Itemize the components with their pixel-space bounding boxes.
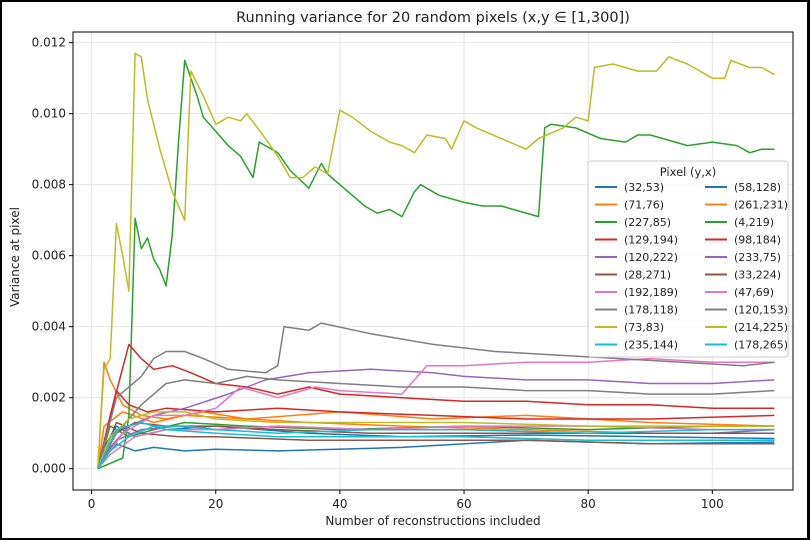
x-tick-label: 20 bbox=[208, 497, 223, 511]
legend-items: (32,53) (58,128) (71,76) (261,231) (227,85) (… bbox=[595, 181, 788, 352]
plot-area-border bbox=[72, 31, 794, 491]
legend-label: (32,53) bbox=[624, 181, 664, 194]
y-tick-label: 0.002 bbox=[32, 391, 66, 405]
legend-label: (235,144) bbox=[624, 339, 678, 352]
x-tick-label: 40 bbox=[332, 497, 347, 511]
legend-label: (120,153) bbox=[734, 304, 788, 317]
series-line bbox=[97, 421, 775, 470]
series-layer bbox=[97, 52, 775, 470]
legend: Pixel (y,x) (32,53) (58,128) (71,76) (261,2… bbox=[587, 160, 789, 358]
y-tick-label: 0.012 bbox=[32, 36, 66, 50]
series-line bbox=[97, 343, 775, 469]
x-tick-label: 100 bbox=[701, 497, 724, 511]
chart-title: Running variance for 20 random pixels (x… bbox=[236, 10, 630, 26]
series-line bbox=[97, 375, 775, 470]
y-tick-label: 0.008 bbox=[32, 178, 66, 192]
legend-label: (33,224) bbox=[734, 269, 781, 282]
x-axis-ticks: 0 20 40 60 80 100 bbox=[88, 490, 724, 511]
legend-label: (4,219) bbox=[734, 216, 774, 229]
legend-label: (192,189) bbox=[624, 286, 678, 299]
series-line bbox=[97, 425, 775, 470]
legend-label: (233,75) bbox=[734, 251, 781, 264]
legend-label: (261,231) bbox=[734, 199, 788, 212]
y-tick-label: 0.000 bbox=[32, 462, 66, 476]
legend-label: (73,83) bbox=[624, 321, 664, 334]
legend-label: (58,128) bbox=[734, 181, 781, 194]
x-tick-label: 60 bbox=[456, 497, 471, 511]
y-tick-label: 0.004 bbox=[32, 320, 66, 334]
series-line bbox=[97, 389, 775, 469]
series-line bbox=[97, 425, 775, 470]
legend-label: (178,118) bbox=[624, 304, 678, 317]
legend-label: (178,265) bbox=[734, 339, 788, 352]
legend-title: Pixel (y,x) bbox=[660, 165, 717, 179]
y-axis-ticks: 0.000 0.002 0.004 0.006 0.008 0.010 0.012 bbox=[32, 36, 73, 476]
series-line bbox=[97, 439, 775, 470]
series-line bbox=[97, 411, 775, 469]
series-line bbox=[97, 52, 775, 469]
series-line bbox=[97, 421, 775, 469]
legend-label: (47,69) bbox=[734, 286, 774, 299]
legend-label: (71,76) bbox=[624, 199, 664, 212]
x-axis-label: Number of reconstructions included bbox=[325, 514, 540, 528]
series-line bbox=[97, 368, 775, 470]
legend-label: (120,222) bbox=[624, 251, 678, 264]
y-tick-label: 0.010 bbox=[32, 107, 66, 121]
series-line bbox=[97, 59, 775, 470]
y-axis-label: Variance at pixel bbox=[8, 207, 22, 307]
legend-label: (227,85) bbox=[624, 216, 671, 229]
legend-label: (214,225) bbox=[734, 321, 788, 334]
x-tick-label: 0 bbox=[88, 497, 96, 511]
legend-box bbox=[587, 160, 789, 358]
series-line bbox=[97, 411, 775, 469]
legend-label: (98,184) bbox=[734, 234, 781, 247]
series-line bbox=[97, 357, 775, 470]
legend-label: (129,194) bbox=[624, 234, 678, 247]
x-tick-label: 80 bbox=[581, 497, 596, 511]
legend-label: (28,271) bbox=[624, 269, 671, 282]
y-tick-label: 0.006 bbox=[32, 249, 66, 263]
